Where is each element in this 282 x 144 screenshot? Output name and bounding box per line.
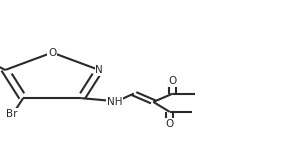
Text: O: O <box>166 119 174 129</box>
Text: O: O <box>48 48 56 58</box>
Text: NH: NH <box>107 97 122 107</box>
Text: Br: Br <box>6 109 18 119</box>
Text: N: N <box>95 65 103 75</box>
Text: O: O <box>169 76 177 86</box>
